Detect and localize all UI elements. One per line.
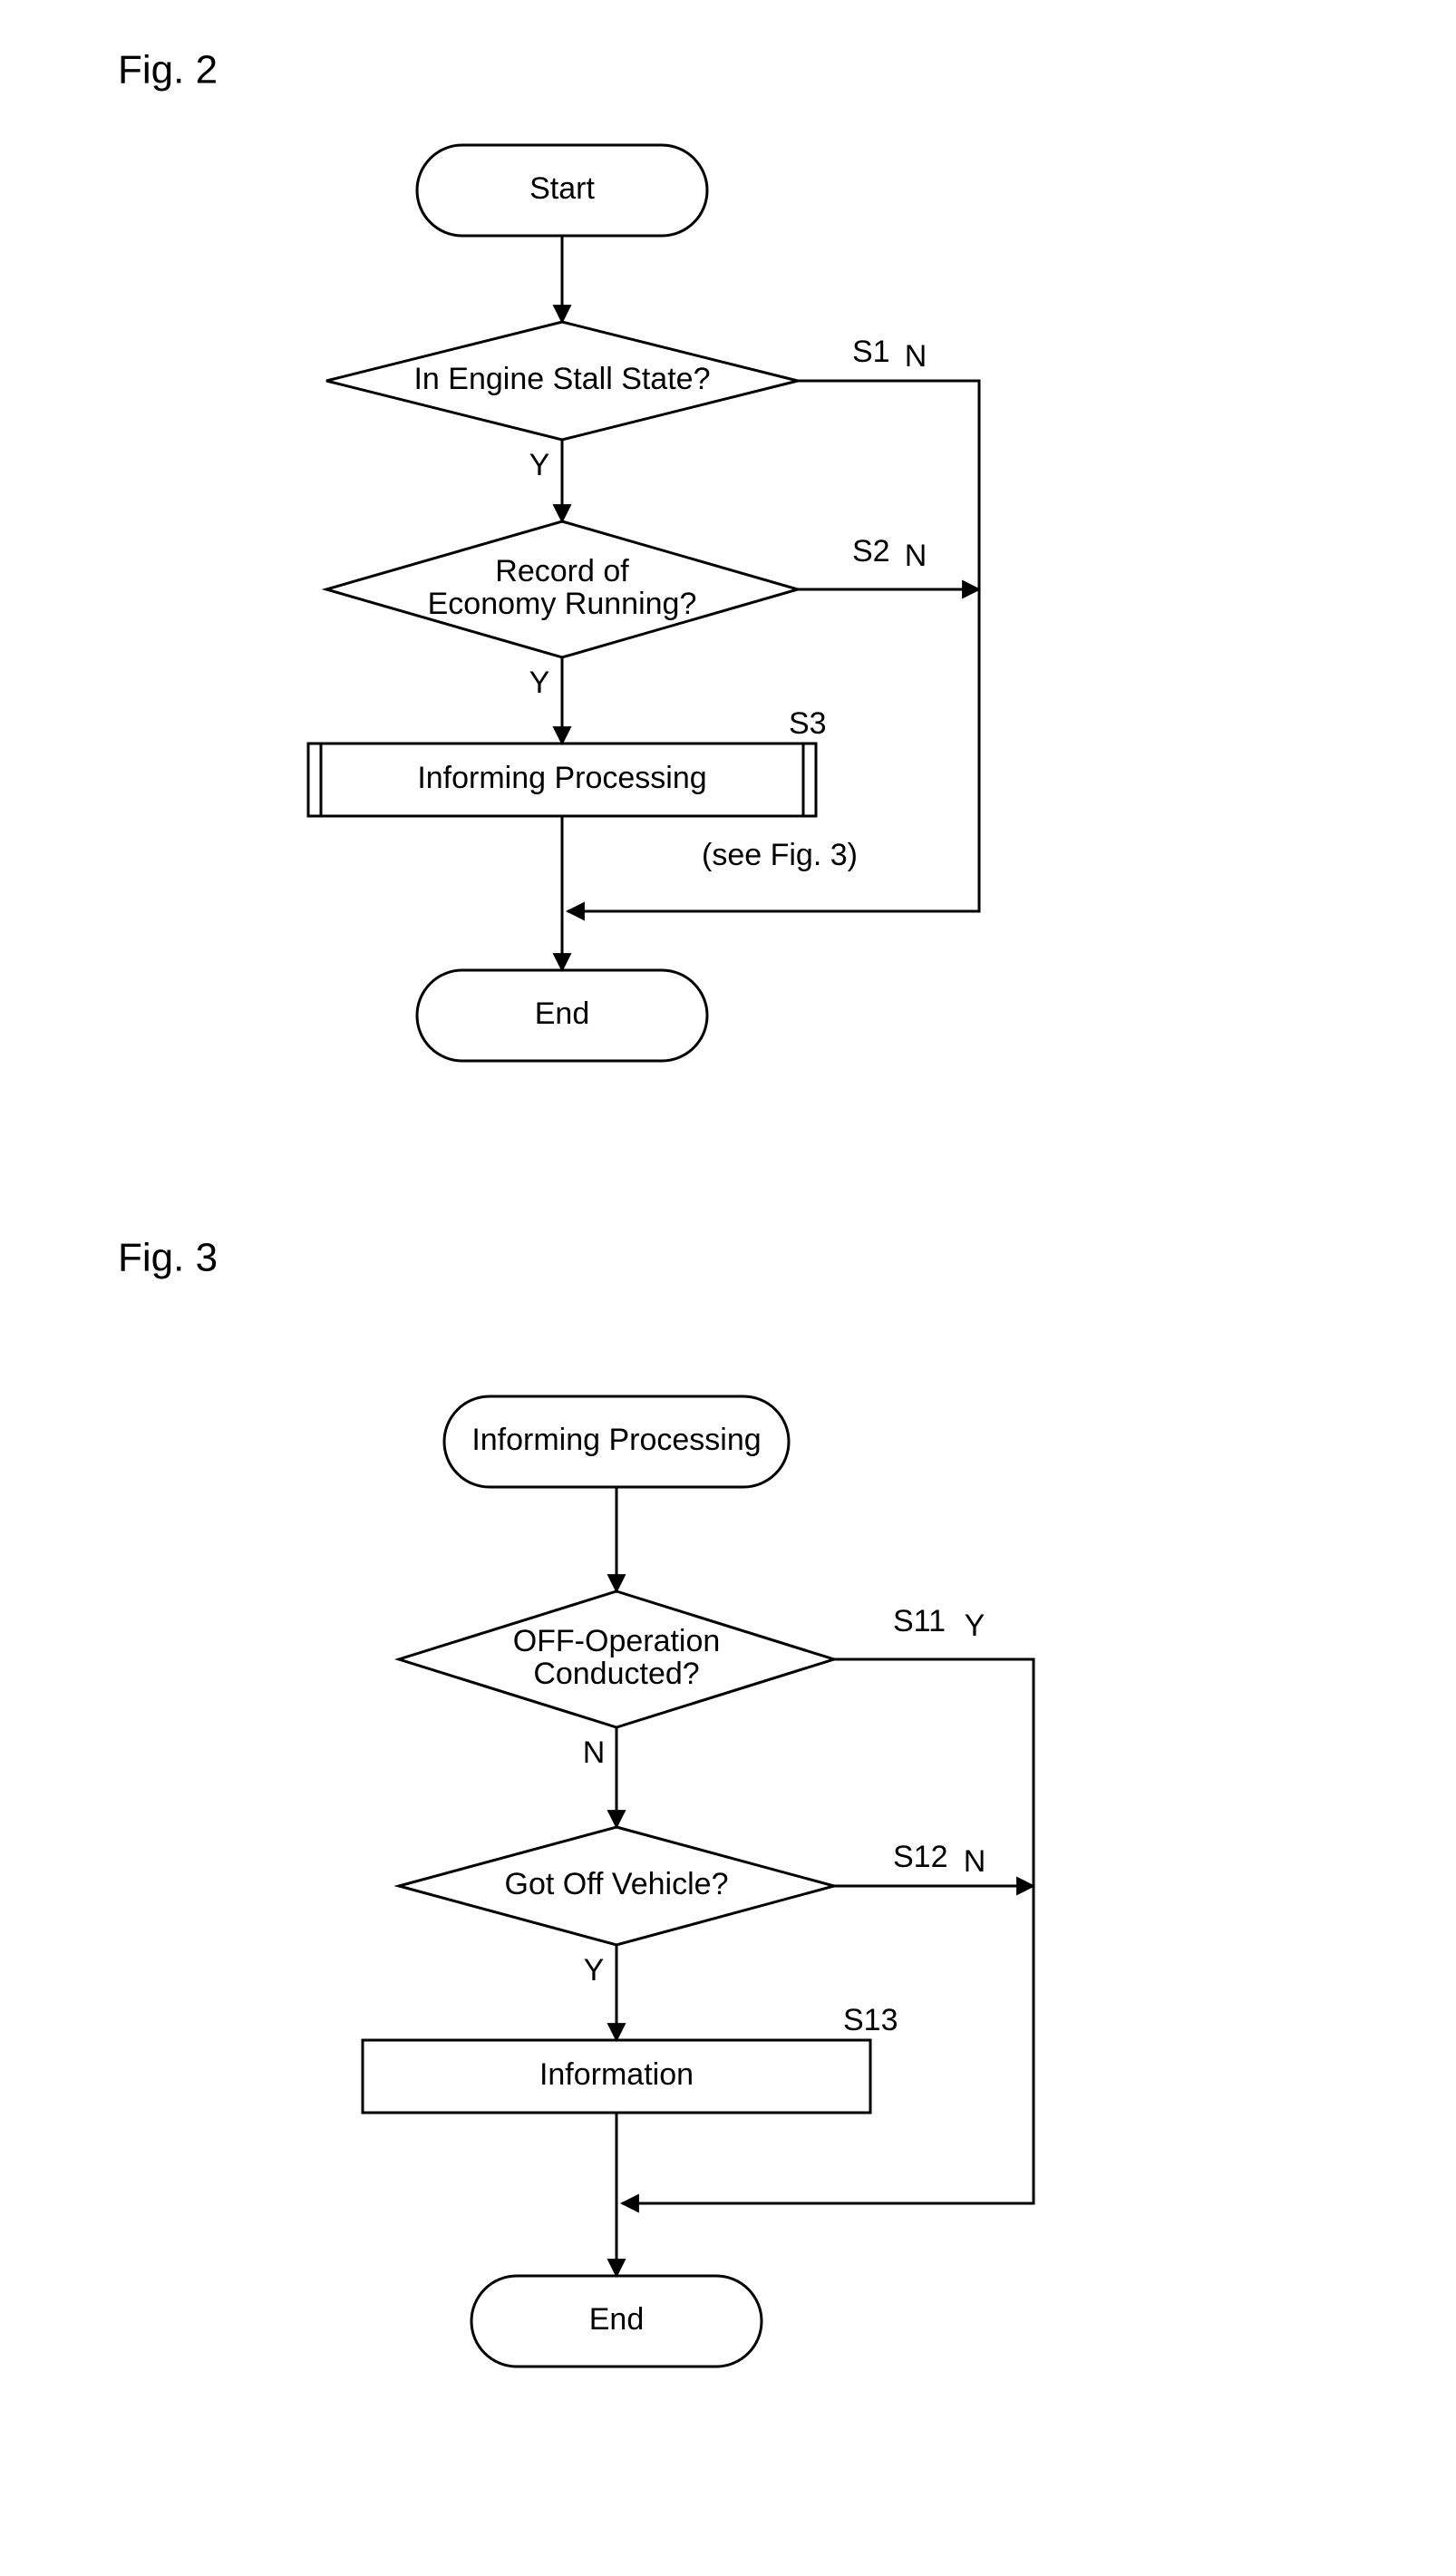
fig3-s11y [622, 1659, 1034, 2203]
fig2-s1-y: Y [529, 448, 550, 482]
fig2-s2-step: S2 [852, 534, 890, 569]
fig2-s2-n: N [905, 539, 927, 573]
fig2-s1-n: N [905, 339, 927, 374]
fig3-s12-y: Y [584, 1953, 605, 1988]
fig2-s2-l2: Economy Running? [428, 587, 697, 621]
fig3-s12-l1: Got Off Vehicle? [505, 1867, 729, 1901]
fig3-end-label: End [589, 2302, 645, 2337]
fig3-s11-l2: Conducted? [533, 1657, 699, 1691]
fig2-s1n [568, 381, 979, 911]
fig3-start-label: Informing Processing [471, 1423, 761, 1457]
fig3-heading: Fig. 3 [118, 1236, 218, 1280]
fig2-start-label: Start [529, 171, 595, 206]
fig3-s12-step: S12 [893, 1840, 948, 1874]
fig3-s13-label: Information [539, 2057, 694, 2092]
fig3-s11-y: Y [965, 1609, 985, 1643]
fig2-s2-y: Y [529, 666, 550, 700]
fig3-s13-step: S13 [843, 2003, 898, 2037]
fig2-s3-step: S3 [789, 706, 827, 741]
fig2-s3-note: (see Fig. 3) [702, 838, 858, 872]
fig3-s11-l1: OFF-Operation [513, 1624, 721, 1658]
fig2-s3-label: Informing Processing [417, 761, 706, 795]
fig2-end-label: End [535, 996, 590, 1031]
fig3-s12-n: N [964, 1844, 986, 1879]
fig2-s1-step: S1 [852, 335, 890, 369]
fig2-heading: Fig. 2 [118, 48, 218, 92]
fig2-s1-l1: In Engine Stall State? [413, 362, 710, 396]
fig3-s11-step: S11 [893, 1604, 946, 1638]
fig3-s11-n: N [583, 1735, 606, 1770]
fig2-s2-l1: Record of [495, 554, 629, 588]
